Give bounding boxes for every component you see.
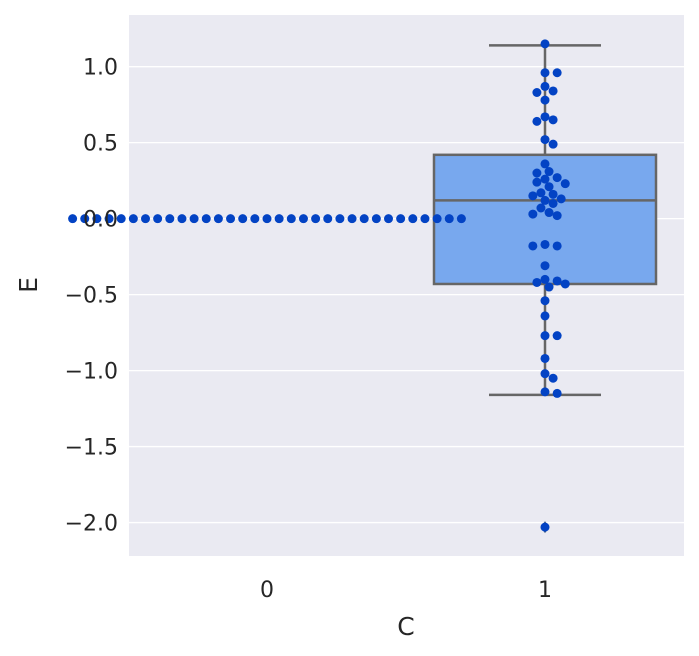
y-axis-label: E	[14, 277, 43, 293]
swarm-point	[189, 214, 199, 224]
swarm-point	[323, 214, 333, 224]
y-tick-label: 1.0	[83, 56, 118, 81]
swarm-point	[532, 88, 542, 98]
swarm-point	[552, 331, 562, 341]
swarm-point	[68, 214, 78, 224]
swarm-point	[536, 203, 546, 213]
y-tick-label: −1.5	[65, 436, 118, 461]
swarm-point	[544, 182, 554, 192]
swarm-point	[560, 279, 570, 289]
x-tick-label: 1	[538, 578, 552, 603]
swarm-point	[540, 296, 550, 306]
swarm-point	[528, 241, 538, 251]
swarm-point	[552, 173, 562, 183]
y-tick-label: −0.5	[65, 284, 118, 309]
swarm-point	[528, 191, 538, 201]
swarm-point	[116, 214, 126, 224]
swarm-point	[540, 195, 550, 205]
plot-area	[129, 15, 684, 556]
swarm-point	[335, 214, 345, 224]
swarm-point	[540, 39, 550, 49]
swarm-point	[548, 198, 558, 208]
swarm-point	[274, 214, 284, 224]
swarm-point	[540, 387, 550, 397]
swarm-point	[540, 95, 550, 105]
swarm-point	[104, 214, 114, 224]
swarm-point	[456, 214, 466, 224]
swarm-point	[532, 168, 542, 178]
swarm-point	[552, 241, 562, 251]
swarm-point	[153, 214, 163, 224]
swarm-point	[92, 214, 102, 224]
x-tick-label: 0	[260, 578, 274, 603]
swarm-point	[548, 373, 558, 383]
swarm-point	[250, 214, 260, 224]
swarm-point	[177, 214, 187, 224]
swarm-point	[359, 214, 369, 224]
swarm-point	[540, 174, 550, 184]
swarm-point	[540, 112, 550, 122]
swarm-point	[540, 353, 550, 363]
swarm-point	[213, 214, 223, 224]
swarm-point	[552, 211, 562, 221]
swarm-point	[548, 189, 558, 199]
y-tick-label: −1.0	[65, 360, 118, 385]
swarm-point	[552, 388, 562, 398]
swarm-point	[165, 214, 175, 224]
swarm-point	[536, 188, 546, 198]
swarm-point	[298, 214, 308, 224]
swarm-point	[540, 522, 550, 532]
swarm-point	[532, 116, 542, 126]
swarm-point	[408, 214, 418, 224]
x-axis-label: C	[397, 612, 414, 641]
swarm-point	[201, 214, 211, 224]
y-tick-label: 0.0	[83, 208, 118, 233]
swarm-point	[548, 115, 558, 125]
swarm-point	[552, 276, 562, 286]
swarm-point	[552, 68, 562, 78]
swarm-point	[262, 214, 272, 224]
swarm-point	[540, 274, 550, 284]
swarm-point	[556, 194, 566, 204]
swarm-point	[432, 214, 442, 224]
swarm-point	[226, 214, 236, 224]
swarm-point	[548, 139, 558, 149]
swarm-point	[311, 214, 321, 224]
swarm-point	[540, 68, 550, 78]
swarm-point	[540, 81, 550, 91]
swarm-points	[68, 39, 570, 532]
swarm-point	[80, 214, 90, 224]
swarm-point	[528, 209, 538, 219]
swarm-point	[540, 239, 550, 249]
swarm-point	[540, 311, 550, 321]
swarm-point	[540, 331, 550, 341]
swarm-point	[141, 214, 150, 224]
swarm-point	[548, 86, 558, 96]
swarm-point	[544, 167, 554, 177]
swarm-point	[238, 214, 248, 224]
swarm-point	[540, 135, 550, 145]
swarm-point	[396, 214, 406, 224]
swarm-point	[420, 214, 430, 224]
swarm-point	[540, 159, 550, 169]
swarm-point	[544, 208, 554, 218]
swarm-point	[532, 277, 542, 287]
y-tick-label: −2.0	[65, 512, 118, 537]
swarm-point	[347, 214, 357, 224]
swarm-point	[532, 177, 542, 187]
swarm-point	[544, 282, 554, 292]
swarm-point	[384, 214, 393, 224]
swarm-point	[560, 179, 570, 189]
swarm-point	[540, 369, 550, 379]
swarm-point	[444, 214, 454, 224]
swarm-point	[128, 214, 138, 224]
y-tick-label: 0.5	[83, 132, 118, 157]
swarm-point	[286, 214, 296, 224]
y-ticks: 1.0 0.5 0.0 −0.5 −1.0 −1.5 −2.0	[65, 56, 118, 537]
swarm-point	[540, 261, 550, 271]
swarm-point	[371, 214, 381, 224]
